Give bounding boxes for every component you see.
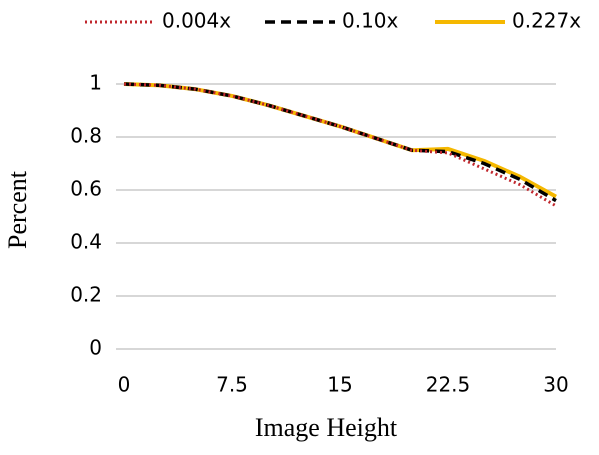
y-tick-label: 0 xyxy=(89,336,102,360)
y-tick-label: 0.8 xyxy=(70,124,102,148)
series-line xyxy=(123,82,557,203)
x-tick-label: 15 xyxy=(327,373,352,397)
x-tick-label: 7.5 xyxy=(216,373,248,397)
legend-label: 0.10x xyxy=(342,9,399,33)
y-tick-label: 0.2 xyxy=(70,283,102,307)
x-tick-label: 30 xyxy=(543,373,568,397)
legend-label: 0.227x xyxy=(512,9,581,33)
y-tick-label: 0.6 xyxy=(70,177,102,201)
series-line xyxy=(123,82,557,208)
y-axis-label: Percent xyxy=(3,170,32,249)
x-tick-label: 0 xyxy=(118,373,131,397)
series-line xyxy=(123,82,557,199)
legend-label: 0.004x xyxy=(162,9,231,33)
y-tick-label: 0.4 xyxy=(70,230,102,254)
x-tick-label: 22.5 xyxy=(426,373,471,397)
x-axis-label: Image Height xyxy=(255,413,398,442)
y-tick-label: 1 xyxy=(89,71,102,95)
